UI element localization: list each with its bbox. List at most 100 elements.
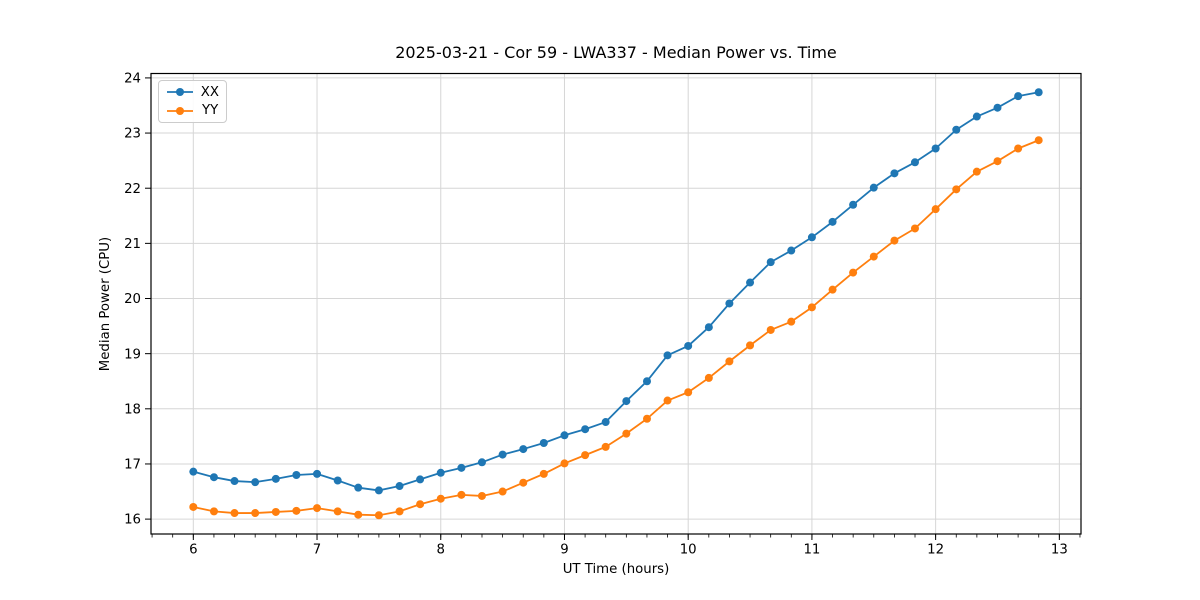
legend-sample-xx-line-icon: [167, 88, 193, 97]
series-marker-xx: [952, 125, 961, 134]
series-marker-xx: [766, 258, 775, 267]
series-marker-yy: [560, 459, 569, 468]
series-marker-xx: [704, 323, 713, 332]
series-marker-yy: [230, 509, 239, 518]
series-marker-xx: [828, 217, 837, 226]
plot-border: [150, 72, 1082, 535]
series-marker-yy: [457, 490, 466, 499]
series-marker-yy: [477, 491, 486, 500]
series-marker-xx: [725, 299, 734, 308]
series-marker-yy: [684, 388, 693, 397]
series-marker-xx: [1014, 92, 1023, 101]
series-marker-xx: [807, 233, 816, 242]
series-marker-yy: [622, 429, 631, 438]
series-marker-xx: [684, 341, 693, 350]
series-marker-yy: [498, 487, 507, 496]
series-marker-xx: [271, 474, 280, 483]
x-tick-label: 12: [927, 543, 944, 558]
series-marker-xx: [436, 468, 445, 477]
series-marker-xx: [890, 169, 899, 178]
legend-label-yy: YY: [202, 103, 219, 118]
y-tick-label: 23: [124, 127, 141, 142]
y-tick-label: 17: [124, 458, 141, 473]
series-marker-yy: [313, 504, 322, 513]
series-marker-xx: [519, 445, 528, 454]
series-marker-yy: [890, 236, 899, 245]
series-marker-xx: [849, 200, 858, 209]
y-tick-label: 22: [124, 182, 141, 197]
series-marker-xx: [560, 431, 569, 440]
series-marker-xx: [395, 482, 404, 491]
series-marker-xx: [539, 439, 548, 448]
series-marker-yy: [601, 442, 610, 451]
series-marker-xx: [601, 418, 610, 427]
series-marker-xx: [477, 458, 486, 467]
series-marker-yy: [354, 510, 363, 519]
series-marker-xx: [416, 475, 425, 484]
series-marker-yy: [952, 185, 961, 194]
x-tick-label: 11: [803, 543, 820, 558]
series-marker-xx: [581, 425, 590, 434]
series-marker-yy: [1034, 136, 1043, 145]
series-marker-yy: [972, 167, 981, 176]
series-marker-yy: [849, 268, 858, 277]
legend: XX YY: [158, 80, 227, 123]
x-axis-label: UT Time (hours): [562, 562, 670, 577]
series-marker-xx: [869, 183, 878, 192]
series-marker-xx: [498, 450, 507, 459]
series-marker-yy: [333, 507, 342, 516]
series-marker-xx: [209, 473, 218, 482]
series-marker-yy: [828, 285, 837, 294]
y-tick-label: 18: [124, 402, 141, 417]
series-marker-xx: [972, 112, 981, 121]
y-tick-label: 16: [124, 513, 141, 528]
y-tick-label: 21: [124, 237, 141, 252]
y-tick-label: 20: [124, 292, 141, 307]
series-marker-yy: [807, 303, 816, 312]
series-marker-yy: [292, 506, 301, 515]
series-marker-yy: [436, 494, 445, 503]
series-marker-yy: [374, 511, 383, 520]
series-marker-yy: [395, 507, 404, 516]
series-marker-yy: [787, 317, 796, 326]
x-tick-label: 9: [560, 543, 568, 558]
x-tick-label: 10: [680, 543, 697, 558]
series-marker-xx: [313, 469, 322, 478]
series-marker-yy: [416, 500, 425, 509]
legend-sample-yy-line-icon: [167, 106, 193, 115]
series-marker-yy: [910, 224, 919, 233]
series-marker-yy: [993, 157, 1002, 166]
series-line-yy: [193, 139, 1040, 517]
series-marker-yy: [766, 325, 775, 334]
series-marker-xx: [333, 476, 342, 485]
series-marker-yy: [931, 205, 940, 214]
series-marker-yy: [869, 252, 878, 261]
series-marker-xx: [910, 158, 919, 167]
series-marker-xx: [292, 470, 301, 479]
series-marker-xx: [931, 144, 940, 153]
series-marker-yy: [519, 478, 528, 487]
series-marker-xx: [230, 477, 239, 486]
series-marker-xx: [746, 278, 755, 287]
legend-item-xx: XX: [166, 83, 219, 101]
y-tick-label: 24: [124, 72, 141, 87]
series-marker-xx: [374, 486, 383, 495]
series-marker-yy: [539, 469, 548, 478]
series-marker-yy: [581, 451, 590, 460]
x-tick-label: 13: [1051, 543, 1068, 558]
series-marker-xx: [642, 377, 651, 386]
series-marker-xx: [1034, 88, 1043, 97]
x-tick-label: 6: [189, 543, 197, 558]
series-marker-xx: [189, 467, 198, 476]
series-marker-yy: [642, 414, 651, 423]
series-marker-xx: [622, 397, 631, 406]
series-marker-yy: [725, 357, 734, 366]
series-marker-yy: [251, 509, 260, 518]
y-tick-label: 19: [124, 347, 141, 362]
series-marker-xx: [251, 478, 260, 487]
x-tick-label: 7: [313, 543, 321, 558]
series-marker-xx: [787, 246, 796, 255]
legend-item-yy: YY: [166, 102, 219, 120]
